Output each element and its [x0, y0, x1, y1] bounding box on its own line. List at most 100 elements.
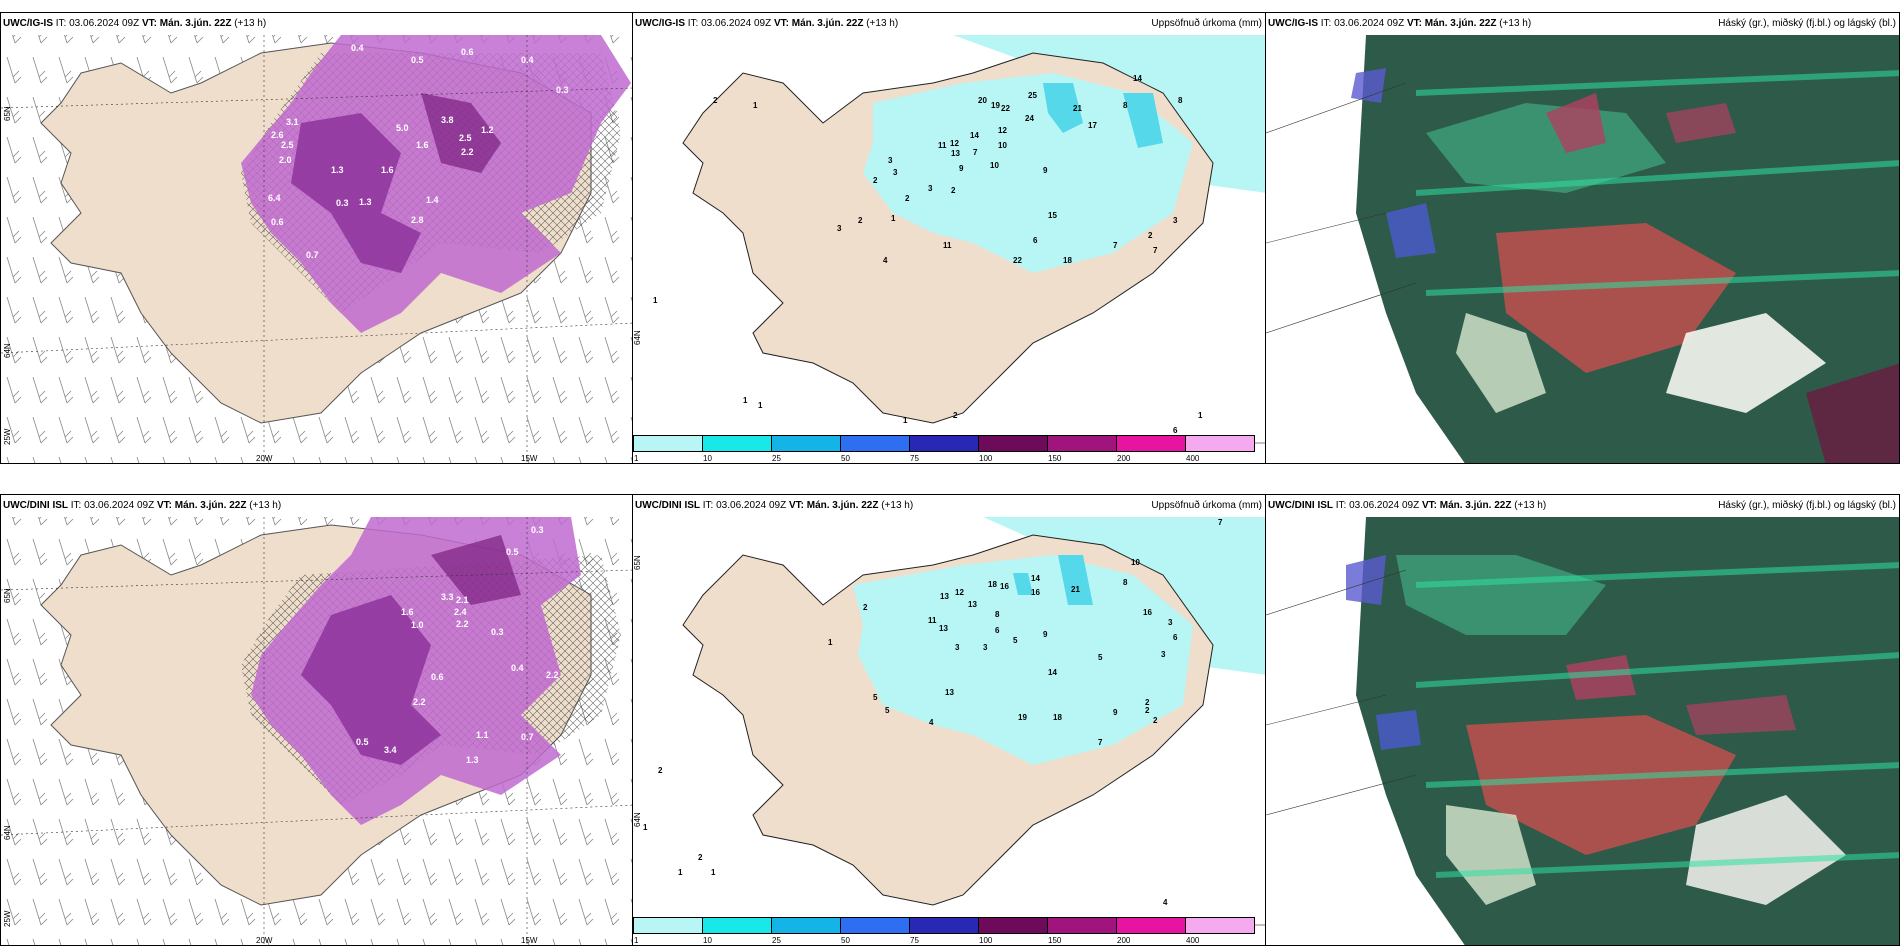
precip-number: 2 [1145, 698, 1150, 707]
precip-number: 2 [713, 96, 718, 105]
map-canvas: 0.4 0.6 0.5 0.3 0.4 3.1 2.6 2.5 2.0 1.3 … [1, 35, 632, 463]
colorbar-cell: 150 [1047, 917, 1117, 945]
cloud-number: 3.1 [286, 117, 299, 127]
colorbar-cell: 100 [978, 435, 1048, 463]
precip-number: 16 [1143, 608, 1152, 617]
lon-label-right: 15W [521, 454, 538, 463]
precip-number: 3 [983, 643, 988, 652]
precip-number: 2 [953, 411, 958, 420]
precip-number: 3 [888, 156, 893, 165]
cloud-number: 0.5 [506, 547, 519, 557]
cloud-number: 0.7 [306, 250, 319, 260]
cloud-number: 1.3 [466, 755, 479, 765]
cloud-number: 2.2 [461, 147, 474, 157]
cloud-title: Háský (gr.), miðský (fj.bl.) og lágský (… [1718, 500, 1896, 511]
precip-number: 10 [998, 141, 1007, 150]
colorbar-cell: 1 [633, 435, 703, 463]
precip-number: 13 [968, 600, 977, 609]
precip-number: 1 [903, 416, 908, 425]
precip-number: 18 [1063, 256, 1072, 265]
cloud-number: 0.4 [351, 43, 364, 53]
cloud-number: 2.2 [456, 619, 469, 629]
precip-number: 7 [1153, 246, 1158, 255]
cloud-number: 2.0 [279, 155, 292, 165]
map-canvas [1266, 517, 1899, 945]
cloud-number: 0.6 [431, 672, 444, 682]
colorbar-cell: 100 [978, 917, 1048, 945]
cloud-number: 2.6 [271, 130, 284, 140]
cloud-number: 2.2 [413, 697, 426, 707]
precip-number: 14 [1031, 574, 1040, 583]
lat-label: 64N [633, 812, 642, 827]
cloud-number: 2.5 [459, 133, 472, 143]
precip-number: 4 [929, 718, 934, 727]
precip-number: 1 [753, 101, 758, 110]
precip-number: 4 [1163, 898, 1168, 907]
precip-number: 5 [885, 706, 890, 715]
cloud-number: 1.3 [331, 165, 344, 175]
lon-label-left: 20W [256, 936, 273, 945]
cloud-number: 0.3 [531, 525, 544, 535]
lat-label: 65N [633, 555, 642, 570]
cloud-number: 2.8 [411, 215, 424, 225]
precip-number: 22 [1001, 104, 1010, 113]
precip-number: 13 [945, 688, 954, 697]
colorbar-cell: 400 [1185, 917, 1255, 945]
colorbar-cell: 200 [1116, 917, 1186, 945]
precip-number: 12 [955, 588, 964, 597]
map-canvas: 18 16 14 16 21 10 13 12 13 11 13 8 5 6 3… [633, 517, 1265, 926]
lon-label-left: 20W [256, 454, 273, 463]
precip-colorbar: 1 10 25 50 75 100 150 200 400 [633, 435, 1255, 463]
precip-number: 22 [1013, 256, 1022, 265]
cloud-number: 1.2 [481, 125, 494, 135]
precip-number: 6 [1173, 426, 1178, 435]
precip-number: 1 [711, 868, 716, 877]
precip-number: 21 [1071, 585, 1080, 594]
precip-number: 19 [1018, 713, 1027, 722]
precip-map-row2: UWC/DINI ISL IT: 03.06.2024 09Z VT: Mán.… [632, 494, 1266, 946]
precip-number: 12 [950, 139, 959, 148]
precip-number: 14 [1133, 74, 1142, 83]
wind-cloud-map-row1: UWC/IG-IS IT: 03.06.2024 09Z VT: Mán. 3.… [0, 12, 633, 464]
colorbar-cell: 10 [702, 435, 772, 463]
lat-label-bottom: 64N [3, 825, 12, 840]
cloud-number: 6.4 [268, 193, 281, 203]
precip-number: 2 [1153, 716, 1158, 725]
precip-title: Uppsöfnuð úrkoma (mm) [1151, 18, 1262, 29]
precip-number: 8 [1123, 101, 1128, 110]
precip-number: 10 [1131, 558, 1140, 567]
cloud-area [241, 35, 631, 333]
precip-number: 3 [955, 643, 960, 652]
precip-number: 8 [1178, 96, 1183, 105]
precip-number: 7 [973, 148, 978, 157]
cloud-number: 0.7 [521, 732, 534, 742]
precip-number: 2 [905, 194, 910, 203]
precip-number: 8 [1123, 578, 1128, 587]
map-canvas: 20 19 22 25 24 21 17 14 12 14 11 12 13 1… [633, 35, 1265, 444]
colorbar-cell: 1 [633, 917, 703, 945]
colorbar-cell: 50 [840, 917, 910, 945]
cloud-number: 0.3 [491, 627, 504, 637]
precip-number: 2 [951, 186, 956, 195]
precip-number: 3 [928, 184, 933, 193]
precip-number: 1 [643, 823, 648, 832]
precip-number: 2 [858, 216, 863, 225]
precip-number: 1 [743, 396, 748, 405]
colorbar-cell: 50 [840, 435, 910, 463]
map-canvas [1266, 35, 1899, 463]
precip-number: 16 [1000, 582, 1009, 591]
cloud-number: 2.5 [281, 140, 294, 150]
precip-number: 7 [1113, 241, 1118, 250]
precip-colorbar: 1 10 25 50 75 100 150 200 400 [633, 917, 1255, 945]
cloud-number: 1.1 [476, 730, 489, 740]
panel-header: UWC/DINI ISL IT: 03.06.2024 09Z VT: Mán.… [635, 500, 914, 511]
precip-number: 21 [1073, 104, 1082, 113]
precip-number: 2 [658, 766, 663, 775]
precip-number: 9 [959, 164, 964, 173]
precip-number: 6 [1173, 633, 1178, 642]
wind-cloud-map-row2: UWC/DINI ISL IT: 03.06.2024 09Z VT: Mán.… [0, 494, 633, 946]
precip-number: 5 [873, 693, 878, 702]
precip-number: 7 [1098, 738, 1103, 747]
panel-header: UWC/IG-IS IT: 03.06.2024 09Z VT: Mán. 3.… [635, 18, 899, 29]
precip-number: 2 [873, 176, 878, 185]
